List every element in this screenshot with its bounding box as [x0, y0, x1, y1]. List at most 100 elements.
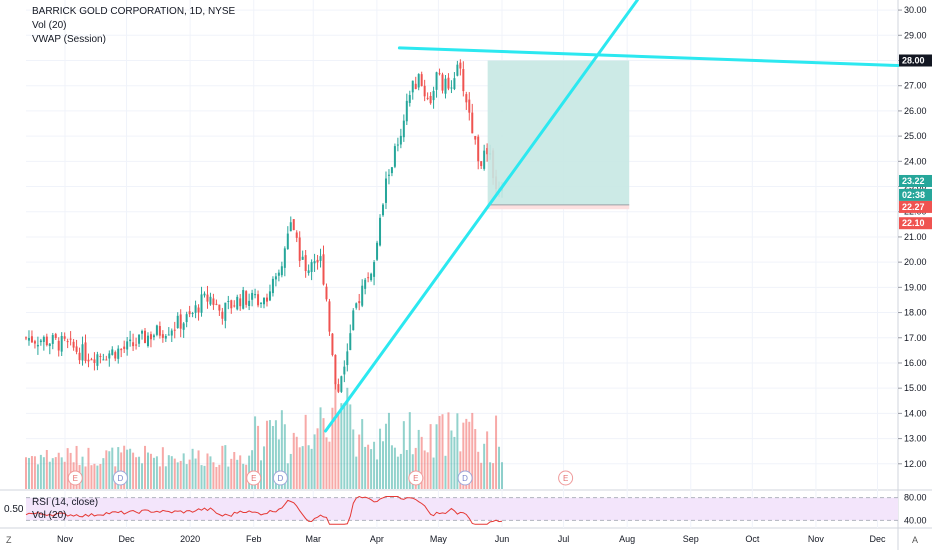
- candle-body: [396, 144, 399, 146]
- candle-body: [364, 279, 367, 289]
- candle-body: [182, 323, 185, 330]
- volume-bar: [260, 460, 263, 489]
- candle-body: [39, 340, 42, 343]
- candle-body: [54, 334, 57, 338]
- auto-scale-icon[interactable]: A: [912, 535, 919, 545]
- rsi-vol-label[interactable]: Vol (20): [32, 510, 67, 521]
- candle-body: [304, 255, 307, 272]
- volume-bar: [450, 430, 453, 489]
- candle-body: [289, 222, 292, 232]
- candle-body: [355, 303, 358, 308]
- volume-bar: [185, 464, 188, 489]
- candle-body: [393, 146, 396, 167]
- candle-body: [141, 330, 144, 334]
- volume-bar: [304, 414, 307, 489]
- y-tick-label: 15.00: [904, 383, 927, 393]
- candle-body: [99, 356, 102, 358]
- zoom-icon[interactable]: Z: [6, 535, 12, 545]
- event-circle: [558, 470, 574, 486]
- volume-bar: [384, 423, 387, 489]
- x-tick-label: Apr: [370, 534, 384, 544]
- candle-body: [405, 100, 408, 122]
- event-label: D: [462, 474, 468, 483]
- event-label: E: [413, 474, 418, 483]
- candle-body: [245, 291, 248, 305]
- earnings-marker: E: [408, 470, 424, 486]
- candle-body: [286, 233, 289, 250]
- candle-body: [319, 256, 322, 261]
- x-tick-label: Aug: [619, 534, 635, 544]
- volume-bar: [322, 418, 325, 489]
- candle-body: [399, 135, 402, 145]
- volume-bar: [420, 436, 423, 489]
- candle-body: [233, 305, 236, 307]
- earnings-marker: E: [246, 470, 262, 486]
- price-tag-bg: [899, 217, 932, 230]
- volume-bar: [66, 448, 69, 489]
- price-tag-label: 23.22: [902, 176, 925, 186]
- volume-bar: [141, 463, 144, 489]
- candle-body: [111, 349, 114, 355]
- volume-bar: [209, 456, 212, 489]
- volume-bar: [96, 465, 99, 489]
- volume-bar: [221, 445, 224, 489]
- volume-bar: [310, 448, 313, 489]
- event-circle: [112, 470, 128, 486]
- volume-bar: [373, 441, 376, 489]
- x-tick-label: Mar: [305, 534, 321, 544]
- volume-bar: [45, 449, 48, 489]
- price-tag-label: 22.27: [902, 202, 925, 212]
- volume-bar: [257, 425, 260, 489]
- volume-bar: [27, 457, 30, 489]
- candles: [25, 59, 504, 394]
- volume-indicator-label[interactable]: Vol (20): [32, 20, 67, 31]
- price-tag: 22.27: [899, 200, 932, 213]
- volume-bar: [292, 432, 295, 489]
- y-tick-label: 17.00: [904, 333, 927, 343]
- rsi-indicator-label[interactable]: RSI (14, close): [32, 497, 99, 508]
- candle-body: [435, 72, 438, 90]
- volume-bar: [334, 382, 337, 489]
- candle-body: [447, 77, 450, 89]
- volume-bar: [170, 456, 173, 489]
- price-tag-bg: [899, 200, 932, 213]
- volume-bar: [429, 424, 432, 489]
- volume-bar: [358, 434, 361, 489]
- y-tick-label: 21.00: [904, 232, 927, 242]
- volume-bar: [355, 456, 358, 489]
- volume-bar: [242, 463, 245, 489]
- volume-bar: [489, 462, 492, 489]
- volume-bar: [42, 457, 45, 489]
- volume-bar: [123, 445, 126, 489]
- volume-bar: [468, 421, 471, 489]
- candle-body: [42, 336, 45, 342]
- y-tick-label: 26.00: [904, 106, 927, 116]
- candle-body: [63, 336, 66, 339]
- candle-body: [417, 74, 420, 88]
- candle-body: [295, 232, 298, 238]
- volume-bar: [387, 412, 390, 489]
- volume-bar: [99, 463, 102, 489]
- volume-bar: [444, 455, 447, 489]
- volume-bar: [179, 460, 182, 489]
- candle-body: [432, 90, 435, 101]
- candle-body: [191, 312, 194, 314]
- candle-body: [438, 73, 441, 75]
- candle-body: [117, 348, 120, 359]
- vwap-indicator-label[interactable]: VWAP (Session): [32, 34, 106, 45]
- volume-bar: [111, 447, 114, 489]
- volume-bar: [126, 449, 129, 489]
- event-label: D: [278, 474, 284, 483]
- candle-body: [45, 336, 48, 346]
- x-tick-label: Nov: [57, 534, 74, 544]
- candle-body: [120, 349, 123, 351]
- volume-bar: [200, 465, 203, 489]
- candle-body: [456, 64, 459, 76]
- candle-body: [462, 69, 465, 92]
- volume-bar: [295, 436, 298, 489]
- volume-bar: [245, 464, 248, 489]
- candle-body: [328, 301, 331, 332]
- volume-bar: [441, 414, 444, 489]
- y-tick-label: 14.00: [904, 408, 927, 418]
